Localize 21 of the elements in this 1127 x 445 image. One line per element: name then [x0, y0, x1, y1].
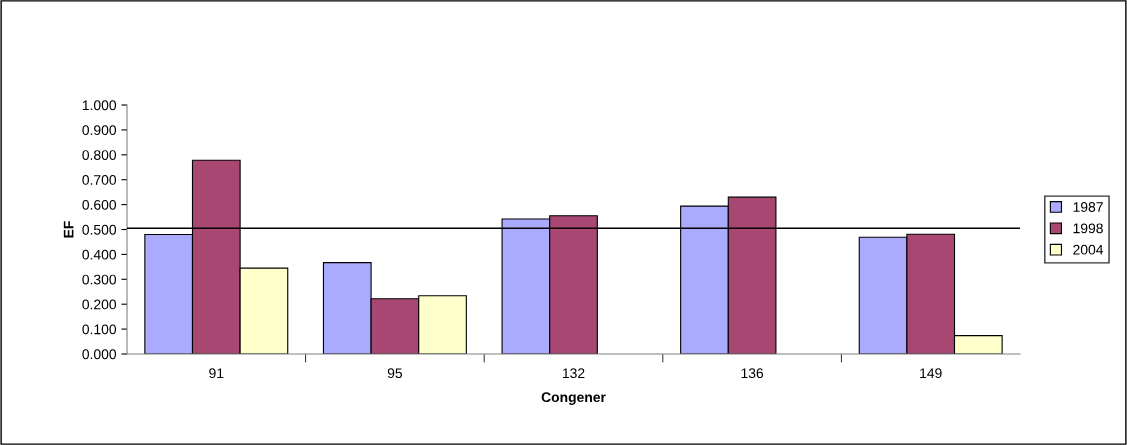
- y-tick-label: 0.700: [82, 175, 117, 185]
- legend-label: 1987: [1073, 202, 1103, 212]
- y-tick-label: 0.200: [82, 299, 117, 310]
- x-tick-label: 149: [920, 368, 942, 379]
- x-axis-title: Congener: [541, 392, 606, 405]
- x-tick-label: 136: [741, 368, 764, 379]
- y-axis-title: EF: [63, 221, 74, 238]
- x-tick-label: 95: [387, 368, 403, 379]
- y-tick-label: 0.400: [82, 249, 117, 260]
- y-tick-label: 0.600: [82, 199, 117, 210]
- y-tick-label: 0.900: [82, 125, 117, 136]
- y-tick-label: 0.800: [82, 150, 117, 160]
- x-tick-label: 91: [209, 368, 224, 379]
- y-tick-label: 0.500: [82, 224, 117, 235]
- y-tick-label: 0.100: [82, 324, 117, 335]
- y-tick-label: 0.300: [82, 274, 117, 285]
- y-tick-label: 1.000: [82, 100, 117, 111]
- legend-label: 1998: [1073, 223, 1103, 234]
- legend-label: 2004: [1073, 244, 1104, 255]
- y-tick-label: 0.000: [82, 349, 117, 360]
- x-tick-label: 132: [562, 368, 585, 379]
